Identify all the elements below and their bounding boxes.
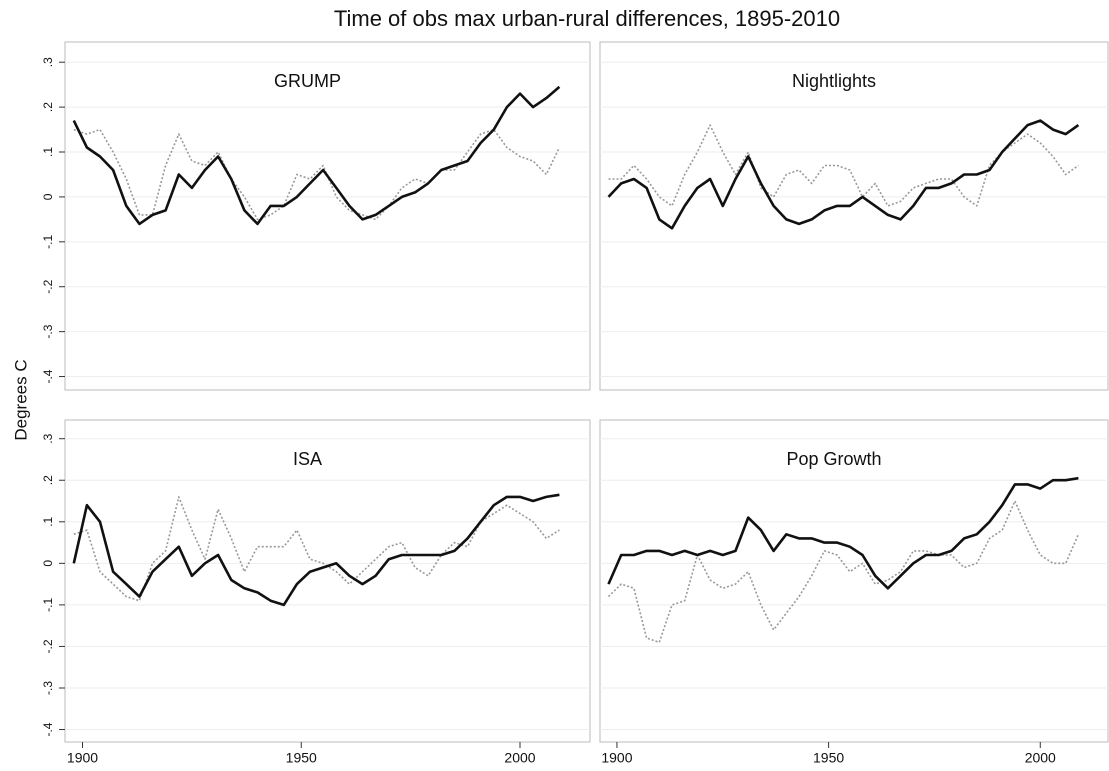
y-axis-label: Degrees C: [11, 359, 30, 440]
line-series: [73, 128, 561, 221]
panel-frame: [64, 419, 591, 743]
y-tick-label: .3: [41, 433, 55, 443]
line-series: [608, 124, 1079, 207]
line-series: [607, 119, 1080, 230]
line-series: [72, 85, 561, 226]
panel-title: Nightlights: [792, 71, 876, 91]
x-tick-label: 1950: [813, 750, 844, 766]
y-tick-label: -.2: [41, 639, 55, 653]
y-tick-label: -.3: [41, 681, 55, 695]
y-tick-label: .2: [41, 102, 55, 112]
y-tick-label: -.4: [41, 369, 55, 383]
line-series: [607, 500, 1080, 644]
x-tick-label: 2000: [1025, 750, 1056, 766]
x-tick-label: 1900: [601, 750, 632, 766]
y-tick-label: .1: [41, 147, 55, 157]
line-series: [72, 493, 560, 607]
y-tick-label: -.3: [41, 324, 55, 338]
line-series: [607, 476, 1079, 590]
y-tick-label: -.1: [41, 234, 55, 248]
y-tick-label: .3: [41, 57, 55, 67]
y-tick-label: .2: [41, 475, 55, 485]
line-series: [73, 496, 560, 602]
x-tick-label: 1950: [286, 750, 317, 766]
chart-title: Time of obs max urban-rural differences,…: [334, 6, 840, 31]
x-tick-label: 1900: [67, 750, 98, 766]
y-tick-label: -.1: [41, 598, 55, 612]
panel-title: GRUMP: [274, 71, 341, 91]
y-tick-label: -.2: [41, 279, 55, 293]
y-tick-label: .1: [41, 516, 55, 526]
y-tick-label: 0: [41, 193, 55, 200]
y-tick-label: -.4: [41, 722, 55, 736]
panel-title: ISA: [293, 449, 322, 469]
panel-frame: [599, 41, 1109, 391]
y-tick-label: 0: [41, 560, 55, 567]
panel-title: Pop Growth: [786, 449, 881, 469]
panel-frame: [64, 41, 591, 391]
x-tick-label: 2000: [504, 750, 535, 766]
